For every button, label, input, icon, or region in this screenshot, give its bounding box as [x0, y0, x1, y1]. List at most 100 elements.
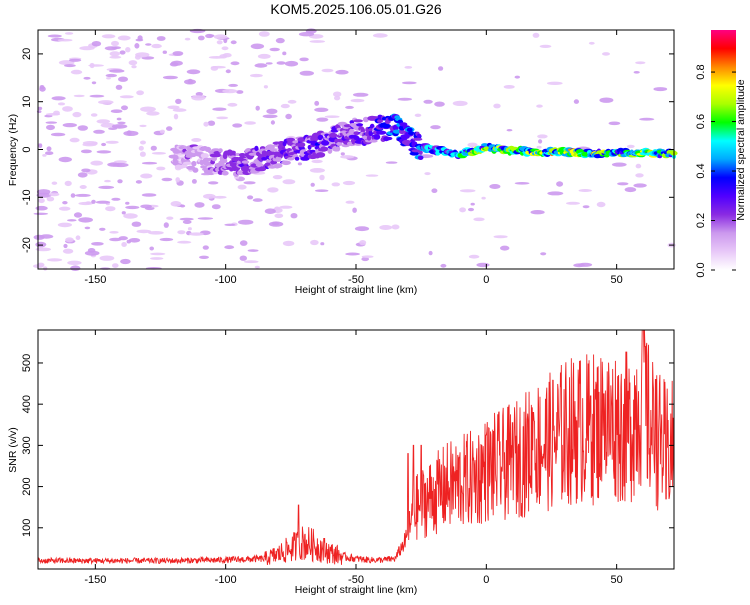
heatmap-cell — [506, 129, 513, 132]
heatmap-cell — [633, 71, 640, 74]
heatmap-cell — [503, 85, 515, 89]
heatmap-cell — [314, 100, 320, 106]
heatmap-cell — [140, 173, 153, 179]
heatmap-cell — [282, 240, 295, 247]
heatmap-cell — [109, 237, 122, 242]
heatmap-cell — [489, 184, 501, 189]
heatmap-cell — [146, 111, 160, 116]
heatmap-cell — [262, 114, 278, 119]
heatmap-cell — [573, 99, 580, 104]
heatmap-cell — [167, 105, 180, 110]
heatmap-cell — [297, 162, 302, 166]
spectrogram-y-axis-label: Frequency (Hz) — [7, 114, 19, 186]
heatmap-cell — [101, 34, 116, 39]
heatmap-cell — [294, 156, 300, 161]
heatmap-cell — [359, 240, 367, 246]
heatmap-cell — [386, 136, 393, 141]
heatmap-cell — [611, 162, 627, 167]
chart-title: KOM5.2025.106.05.01.G26 — [270, 1, 441, 17]
heatmap-cell — [539, 44, 552, 49]
heatmap-cell — [258, 31, 270, 37]
heatmap-cell — [274, 163, 283, 169]
heatmap-cell — [177, 240, 192, 244]
heatmap-cell — [540, 252, 547, 256]
heatmap-cell — [191, 95, 206, 101]
heatmap-cell — [276, 61, 286, 65]
heatmap-cell — [423, 99, 433, 104]
heatmap-cell — [90, 160, 103, 166]
heatmap-cell — [353, 131, 360, 136]
colorbar-tick-label: 0.2 — [695, 213, 707, 228]
heatmap-cell — [428, 250, 433, 256]
heatmap-cell — [213, 153, 222, 158]
heatmap-cell — [207, 120, 216, 126]
heatmap-cell — [100, 122, 116, 128]
heatmap-cell — [99, 227, 106, 231]
heatmap-cell — [546, 81, 563, 86]
heatmap-cell — [470, 202, 475, 206]
heatmap-cell — [33, 234, 45, 240]
heatmap-cell — [322, 146, 329, 152]
heatmap-cell — [81, 168, 91, 173]
heatmap-cell — [91, 242, 104, 246]
heatmap-cell — [440, 263, 447, 268]
heatmap-cell — [626, 144, 635, 149]
heatmap-cell — [468, 254, 480, 259]
heatmap-cell — [150, 145, 157, 151]
heatmap-cell — [79, 46, 95, 51]
heatmap-cell — [219, 157, 228, 164]
heatmap-cell — [67, 260, 82, 265]
heatmap-cell — [500, 245, 510, 251]
y-tick-label: 10 — [21, 96, 33, 108]
heatmap-cell — [538, 139, 543, 144]
heatmap-cell — [274, 206, 280, 211]
heatmap-cell — [315, 189, 329, 192]
heatmap-cell — [134, 43, 140, 49]
heatmap-cell — [310, 182, 315, 187]
heatmap-cell — [117, 179, 123, 184]
heatmap-cell — [69, 58, 82, 62]
heatmap-cell — [459, 207, 466, 213]
heatmap-cell — [90, 113, 98, 117]
heatmap-cell — [58, 206, 71, 211]
heatmap-cell — [163, 222, 169, 228]
heatmap-cell — [69, 137, 80, 143]
heatmap-cell — [63, 243, 68, 249]
heatmap-cell — [98, 185, 115, 189]
heatmap-cell — [98, 100, 114, 105]
heatmap-cell — [566, 201, 580, 205]
heatmap-cell — [96, 119, 111, 124]
colorbar-tick-label: 0.0 — [695, 262, 707, 277]
x-tick-label: -150 — [84, 574, 106, 586]
heatmap-cell — [310, 239, 319, 246]
heatmap-cell — [216, 40, 223, 45]
heatmap-cell — [287, 99, 297, 104]
heatmap-cell — [239, 255, 247, 261]
heatmap-cell — [247, 249, 259, 252]
heatmap-cell — [156, 166, 166, 171]
heatmap-cell — [635, 173, 644, 178]
heatmap-cell — [452, 100, 468, 106]
heatmap-cell — [282, 179, 296, 185]
colorbar-gradient — [711, 30, 736, 270]
heatmap-cell — [101, 142, 107, 147]
heatmap-cell — [599, 97, 614, 103]
heatmap-cell — [105, 73, 118, 78]
heatmap-cell — [266, 108, 278, 115]
heatmap-cell — [70, 193, 76, 198]
heatmap-cell — [216, 116, 229, 120]
heatmap-cell — [602, 52, 610, 56]
heatmap-cell — [58, 156, 72, 163]
heatmap-cell — [175, 177, 180, 183]
heatmap-cell — [178, 146, 185, 150]
heatmap-cell — [159, 129, 165, 134]
heatmap-cell — [200, 153, 209, 159]
heatmap-cell — [328, 132, 338, 138]
heatmap-cell — [139, 124, 147, 128]
heatmap-cell — [73, 212, 83, 218]
heatmap-cell — [139, 151, 146, 157]
heatmap-cell — [64, 180, 72, 187]
heatmap-cell — [119, 95, 134, 99]
snr-panel: -150 -100 -50 0 50 100 200 300 400 500 Height of… — [7, 329, 675, 596]
heatmap-cell — [117, 121, 126, 125]
